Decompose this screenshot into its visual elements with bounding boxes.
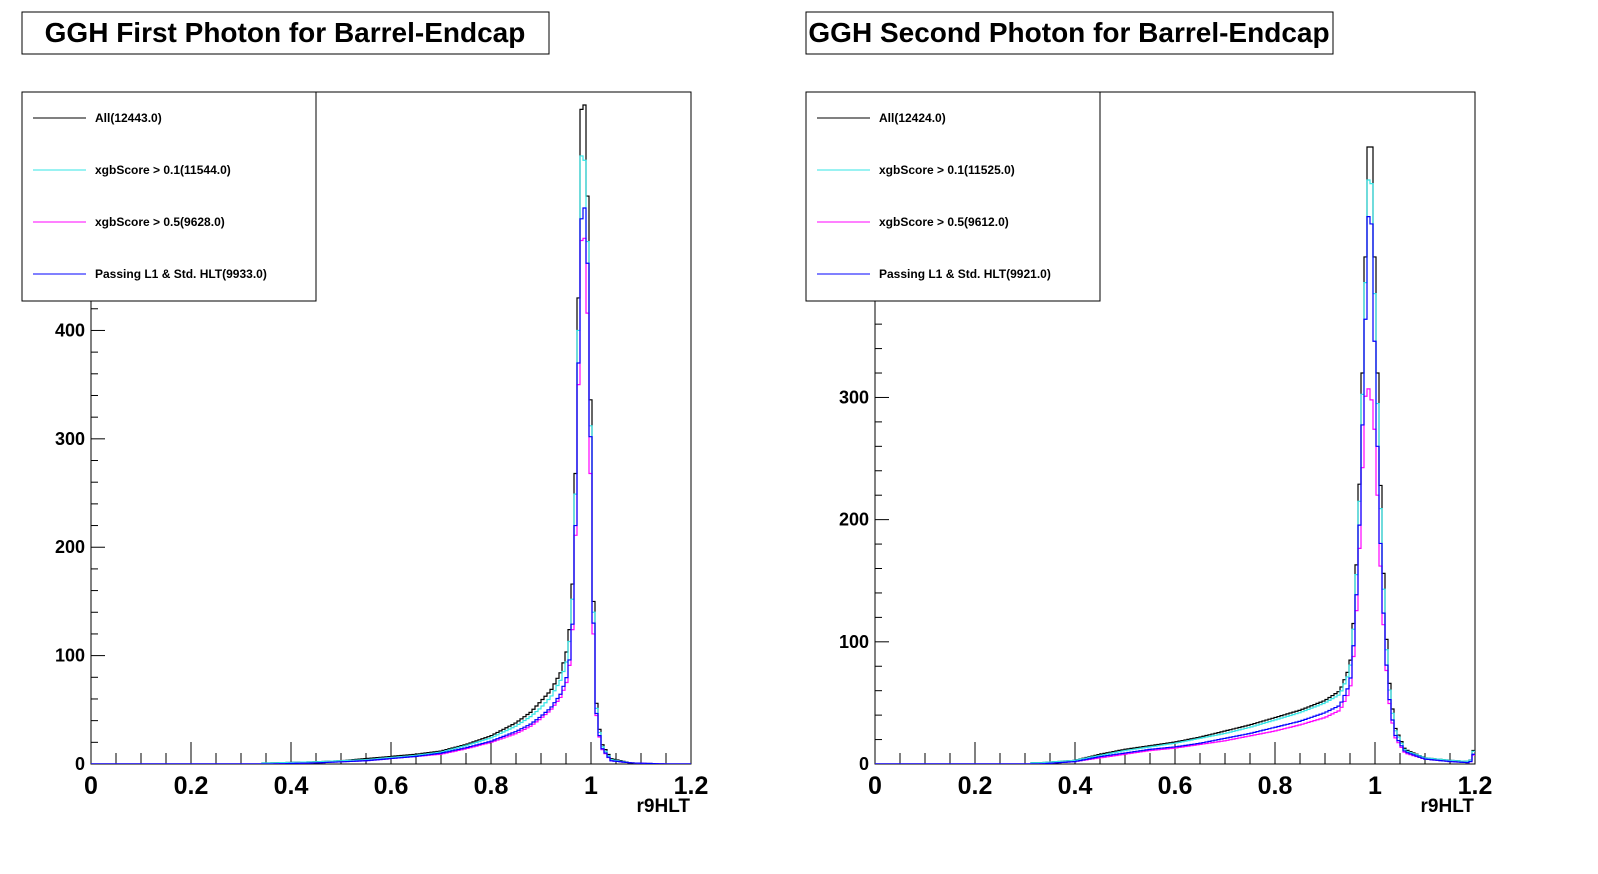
y-tick-label: 300 — [55, 429, 85, 449]
y-axis: 0 100 200 300 400 — [55, 91, 105, 774]
chart-title: GGH First Photon for Barrel-Endcap — [45, 17, 526, 48]
x-tick-label: 0.6 — [1158, 772, 1193, 800]
legend-entry-all: All(12424.0) — [879, 111, 946, 125]
chart-title: GGH Second Photon for Barrel-Endcap — [808, 17, 1329, 48]
chart-panel-second-photon: GGH Second Photon for Barrel-Endcap 0100… — [805, 11, 1492, 817]
chart-panel-first-photon: GGH First Photon for Barrel-Endcap 0 100 2… — [21, 11, 708, 817]
legend: All(12424.0) xgbScore > 0.1(11525.0) xgb… — [805, 91, 1101, 302]
y-tick-label: 0 — [859, 754, 869, 774]
x-axis-label: r9HLT — [637, 796, 691, 817]
histogram-series-xgb01 — [91, 155, 691, 764]
x-tick-label: 1 — [1368, 772, 1382, 800]
histogram-series-l1hlt — [91, 207, 691, 764]
y-tick-label: 200 — [55, 537, 85, 557]
x-tick-label: 0 — [868, 772, 882, 800]
x-axis-label: r9HLT — [1421, 796, 1475, 817]
legend-box — [21, 91, 317, 302]
x-tick-label: 1.2 — [1458, 772, 1493, 800]
y-tick-label: 100 — [839, 632, 869, 652]
x-tick-label: 1.2 — [674, 772, 709, 800]
y-tick-label: 100 — [55, 646, 85, 666]
legend: All(12443.0) xgbScore > 0.1(11544.0) xgb… — [21, 91, 317, 302]
y-tick-label: 300 — [839, 387, 869, 407]
legend-entry-xgb05: xgbScore > 0.5(9612.0) — [879, 215, 1009, 229]
histogram-series-xgb01 — [875, 179, 1475, 764]
histogram-series-all — [91, 104, 691, 764]
x-tick-label: 0.8 — [1258, 772, 1293, 800]
x-axis: 0 0.2 0.4 0.6 0.8 1 1.2 — [84, 742, 708, 800]
chart-title-box — [805, 11, 1334, 55]
x-tick-label: 0.6 — [374, 772, 409, 800]
x-tick-label: 0.4 — [1058, 772, 1093, 800]
legend-entry-xgb01: xgbScore > 0.1(11525.0) — [879, 163, 1015, 177]
legend-box — [805, 91, 1101, 302]
legend-entry-l1hlt: Passing L1 & Std. HLT(9921.0) — [879, 267, 1051, 281]
x-axis: 0 0.2 0.4 0.6 0.8 1 1.2 — [868, 742, 1492, 800]
histogram-series-xgb05 — [91, 237, 691, 764]
x-tick-label: 0.8 — [474, 772, 509, 800]
legend-entry-l1hlt: Passing L1 & Std. HLT(9933.0) — [95, 267, 267, 281]
legend-entry-all: All(12443.0) — [95, 111, 162, 125]
histogram-series-l1hlt — [875, 216, 1475, 764]
y-tick-label: 400 — [55, 320, 85, 340]
legend-entry-xgb01: xgbScore > 0.1(11544.0) — [95, 163, 231, 177]
x-tick-label: 0.2 — [174, 772, 209, 800]
x-tick-label: 0.2 — [958, 772, 993, 800]
x-tick-label: 0 — [84, 772, 98, 800]
x-tick-label: 1 — [584, 772, 598, 800]
y-tick-label: 200 — [839, 510, 869, 530]
histogram-series-group — [875, 146, 1475, 764]
x-tick-label: 0.4 — [274, 772, 309, 800]
y-tick-label: 0 — [75, 754, 85, 774]
histogram-series-group — [91, 104, 691, 764]
legend-entry-xgb05: xgbScore > 0.5(9628.0) — [95, 215, 225, 229]
chart-title-box — [21, 11, 550, 55]
